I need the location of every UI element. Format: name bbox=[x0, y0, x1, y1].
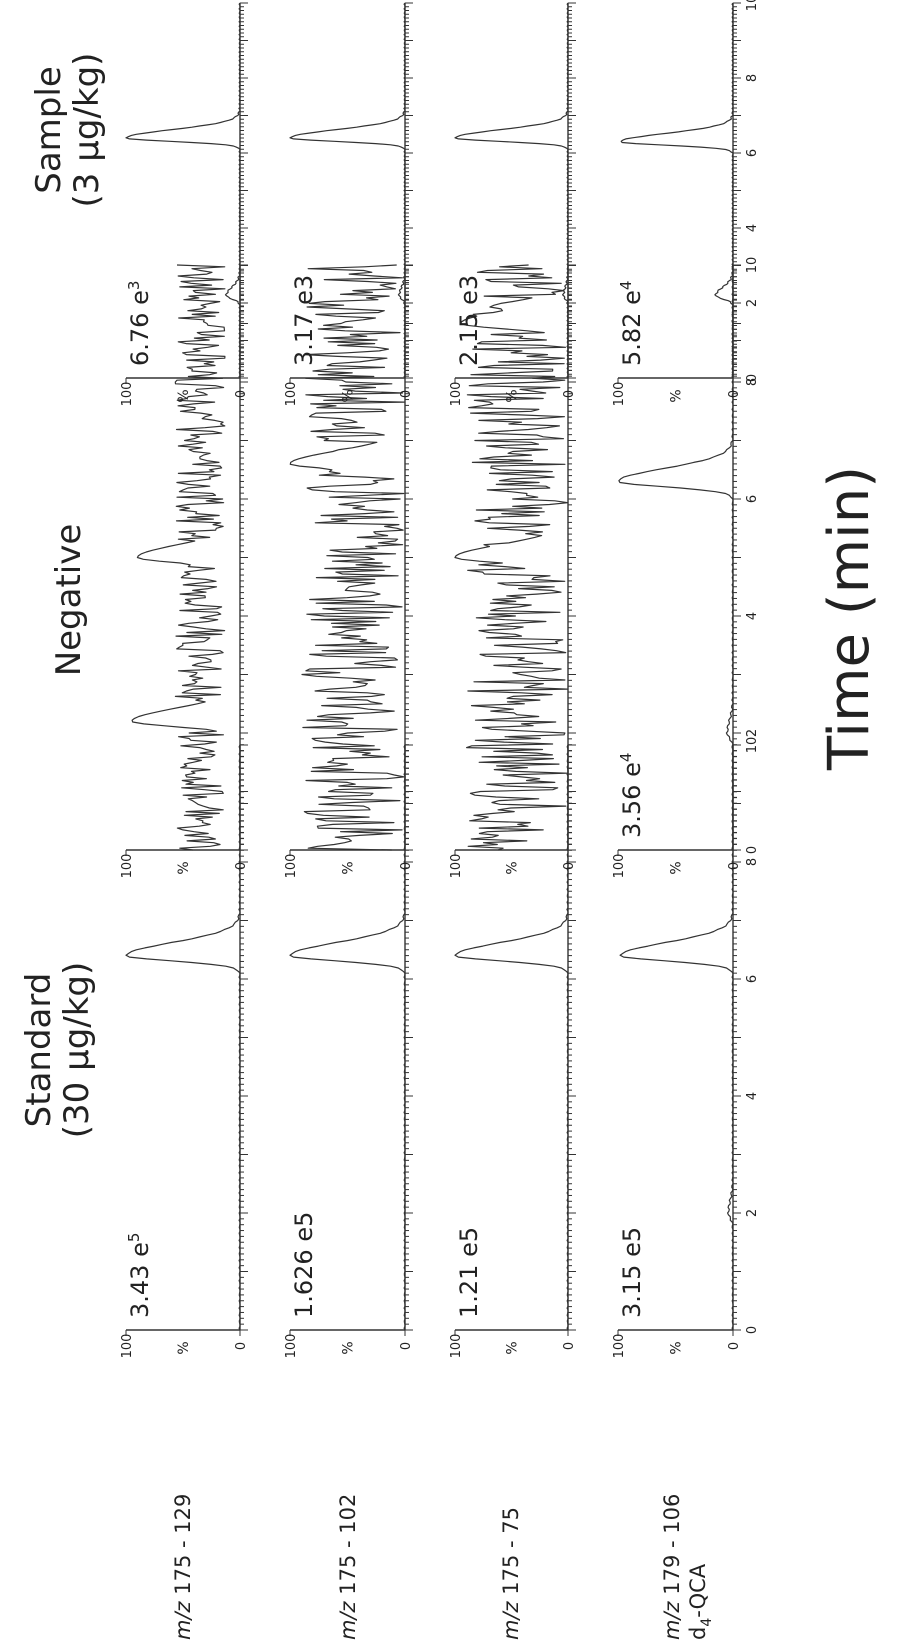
column-title: Negative bbox=[49, 524, 89, 677]
column-title: (30 µg/kg) bbox=[57, 962, 97, 1139]
internal-standard-label: d4-QCA bbox=[686, 1563, 715, 1640]
column-title: Standard bbox=[19, 973, 59, 1128]
intensity-label: 1.626 e5 bbox=[290, 1212, 318, 1318]
x-tick-label: 2 bbox=[745, 729, 760, 737]
intensity-label: 6.76 e3 bbox=[125, 281, 154, 366]
x-tick-label: 10 bbox=[745, 257, 760, 274]
column-title: (3 µg/kg) bbox=[67, 53, 107, 208]
x-tick-label: 4 bbox=[745, 612, 760, 620]
y-tick-label: 0 bbox=[234, 390, 249, 398]
y-tick-label: 0 bbox=[562, 1342, 577, 1350]
x-tick-label: 8 bbox=[745, 74, 760, 82]
intensity-label: 1.21 e5 bbox=[455, 1227, 483, 1318]
y-tick-label: 100 bbox=[612, 382, 627, 407]
y-tick-label: 100 bbox=[284, 1334, 299, 1359]
row-label: m/z 179 - 106 bbox=[660, 1494, 684, 1640]
panel-standard-row2: 1.626 e5 bbox=[290, 745, 413, 1336]
x-tick-label: 8 bbox=[745, 858, 760, 866]
x-tick-label: 0 bbox=[745, 846, 760, 854]
intensity-label: 3.56 e4 bbox=[617, 753, 646, 838]
column-title: Sample bbox=[29, 66, 69, 193]
y-unit-label: % bbox=[176, 861, 192, 874]
y-tick-label: 100 bbox=[612, 1334, 627, 1359]
x-tick-label: 10 bbox=[745, 0, 760, 11]
panel-sample-row4: 5.82 e4 bbox=[617, 3, 741, 384]
y-tick-label: 100 bbox=[120, 854, 135, 879]
y-tick-label: 100 bbox=[449, 854, 464, 879]
y-tick-label: 100 bbox=[612, 854, 627, 879]
x-tick-label: 2 bbox=[745, 299, 760, 307]
y-tick-label: 0 bbox=[399, 1342, 414, 1350]
y-unit-label: % bbox=[341, 861, 357, 874]
x-tick-label: 4 bbox=[745, 224, 760, 232]
x-axis-label: Time (min) bbox=[817, 466, 882, 771]
intensity-label: 5.82 e4 bbox=[617, 281, 646, 366]
x-tick-label: 0 bbox=[745, 374, 760, 382]
intensity-label: 2.15 e3 bbox=[455, 275, 483, 366]
x-tick-label: 0 bbox=[745, 1326, 760, 1334]
y-tick-label: 100 bbox=[284, 382, 299, 407]
x-tick-label: 6 bbox=[745, 495, 760, 503]
y-unit-label: % bbox=[505, 1341, 521, 1354]
y-tick-label: 0 bbox=[562, 862, 577, 870]
y-tick-label: 100 bbox=[120, 1334, 135, 1359]
y-unit-label: % bbox=[341, 389, 357, 402]
y-tick-label: 100 bbox=[449, 1334, 464, 1359]
y-tick-label: 0 bbox=[727, 862, 742, 870]
intensity-label: 3.15 e5 bbox=[618, 1227, 646, 1318]
x-tick-label: 4 bbox=[745, 1092, 760, 1100]
row-label: m/z 175 - 75 bbox=[499, 1507, 523, 1640]
y-tick-label: 0 bbox=[399, 862, 414, 870]
y-unit-label: % bbox=[176, 1341, 192, 1354]
y-tick-label: 0 bbox=[727, 390, 742, 398]
y-unit-label: % bbox=[505, 389, 521, 402]
row-label: m/z 175 - 129 bbox=[171, 1494, 195, 1640]
intensity-label: 3.43 e5 bbox=[125, 1233, 154, 1318]
y-tick-label: 0 bbox=[234, 1342, 249, 1350]
y-tick-label: 0 bbox=[234, 862, 249, 870]
intensity-label: 3.17 e3 bbox=[290, 275, 318, 366]
y-unit-label: % bbox=[176, 389, 192, 402]
y-tick-label: 100 bbox=[449, 382, 464, 407]
x-tick-label: 10 bbox=[745, 737, 760, 754]
y-tick-label: 0 bbox=[562, 390, 577, 398]
y-tick-label: 0 bbox=[727, 1342, 742, 1350]
y-unit-label: % bbox=[341, 1341, 357, 1354]
y-tick-label: 0 bbox=[399, 390, 414, 398]
panel-sample-row1: 6.76 e3 bbox=[125, 3, 248, 384]
y-unit-label: % bbox=[669, 1341, 685, 1354]
x-tick-label: 6 bbox=[745, 975, 760, 983]
row-label: m/z 175 - 102 bbox=[336, 1494, 360, 1640]
panel-standard-row3: 1.21 e5 bbox=[455, 745, 576, 1336]
y-unit-label: % bbox=[505, 861, 521, 874]
y-unit-label: % bbox=[669, 389, 685, 402]
panel-standard-row1: 3.43 e5 bbox=[125, 745, 248, 1336]
x-tick-label: 6 bbox=[745, 149, 760, 157]
y-tick-label: 100 bbox=[284, 854, 299, 879]
y-tick-label: 100 bbox=[120, 382, 135, 407]
panel-sample-row3: 2.15 e3 bbox=[455, 3, 576, 384]
y-unit-label: % bbox=[669, 861, 685, 874]
x-tick-label: 2 bbox=[745, 1209, 760, 1217]
